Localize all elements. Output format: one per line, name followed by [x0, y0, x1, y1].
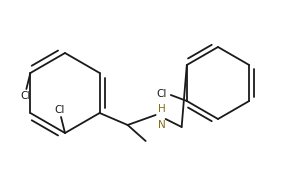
- Text: N: N: [158, 120, 165, 130]
- Text: Cl: Cl: [20, 91, 31, 101]
- Text: Cl: Cl: [55, 105, 65, 115]
- Text: Cl: Cl: [157, 89, 167, 99]
- Text: H: H: [158, 104, 165, 114]
